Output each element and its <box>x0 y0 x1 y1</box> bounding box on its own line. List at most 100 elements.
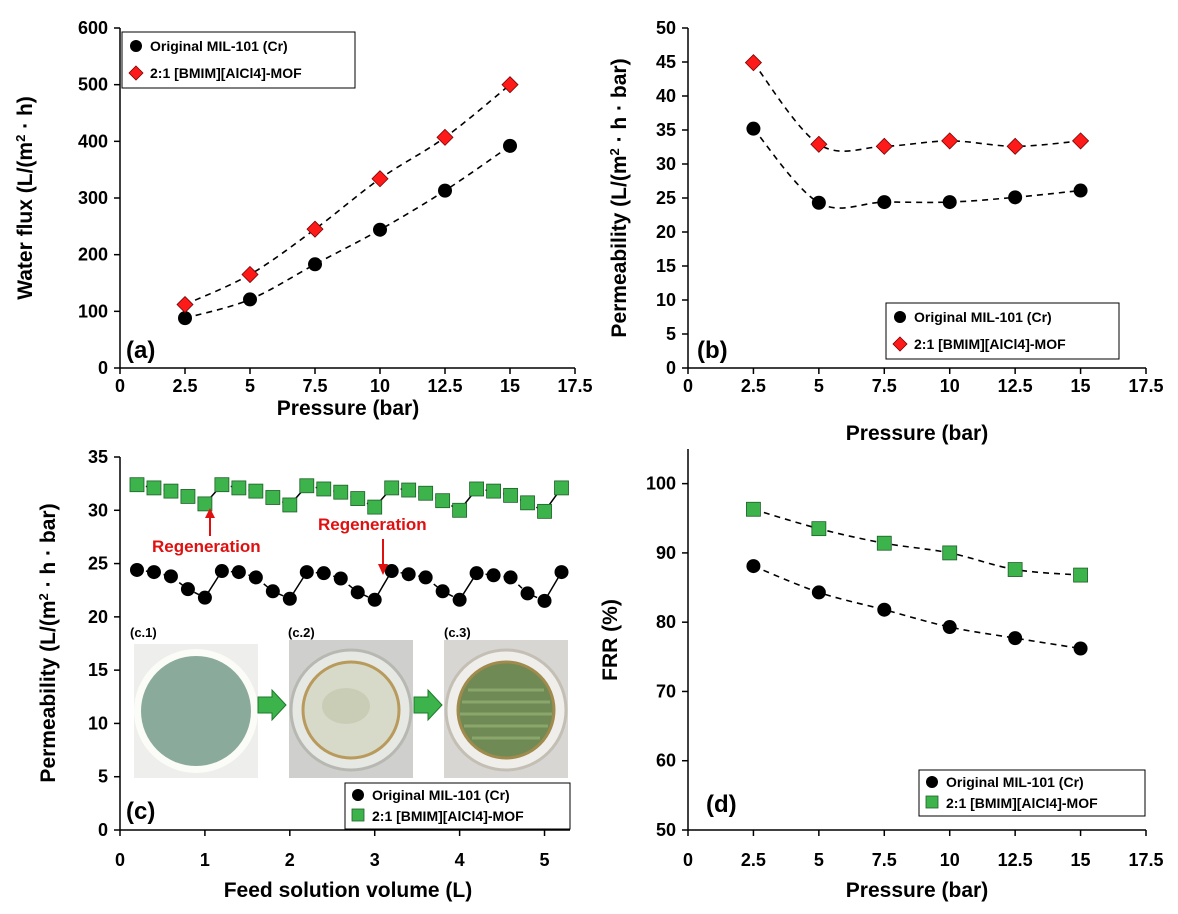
data-point-ionic <box>941 132 959 150</box>
y-tick-label: 0 <box>98 358 108 378</box>
data-point-ionic <box>469 481 485 497</box>
x-tick-label: 4 <box>455 850 465 870</box>
data-point-original <box>401 567 416 582</box>
y-tick-label: 100 <box>646 474 676 494</box>
x-tick-label: 0 <box>115 850 125 870</box>
data-point-ionic <box>350 491 366 506</box>
panel-b-label: (b) <box>697 337 728 364</box>
data-point-original <box>877 195 892 210</box>
panel-a-marks: 0 2.5 5 7.5 10 12.5 15 17.5 0 100 200 300 400 500 600 <box>78 18 593 396</box>
photo-label-c2: (c.2) <box>288 625 315 640</box>
x-tick-label: 10 <box>940 850 960 870</box>
x-tick-label: 5 <box>540 850 550 870</box>
panel-d-legend: Original MIL-101 (Cr) 2:1 [BMIM][AlCl4]-… <box>918 769 1146 817</box>
panel-b-x-label: Pressure (bar) <box>846 422 988 445</box>
series-line-original <box>184 145 511 319</box>
x-tick-label: 0 <box>683 376 693 396</box>
data-point-ionic <box>248 483 264 499</box>
data-point-original <box>282 591 297 606</box>
data-point-original <box>243 292 257 307</box>
membrane-stripes <box>460 688 552 740</box>
legend-label-original: Original MIL-101 (Cr) <box>914 309 1052 325</box>
x-tick-label: 5 <box>814 850 824 870</box>
data-point-ionic <box>436 128 454 146</box>
panel-c-label: (c) <box>126 798 155 825</box>
x-tick-label: 1 <box>200 850 210 870</box>
panel-a-legend: Original MIL-101 (Cr) 2:1 [BMIM][AlCl4]-… <box>121 31 356 89</box>
legend-diamond-marker <box>892 336 908 352</box>
panel-b-marks: 0 2.5 5 7.5 10 12.5 15 17.5 0 5 10 15 20 25 30 35 40 45 50 <box>656 18 1164 396</box>
panel-c: (c.1) (c.2) (c.3) 0 1 2 3 4 5 0 5 10 15 20 25 30 35 F… <box>36 447 571 902</box>
data-point-ionic <box>746 501 761 517</box>
y-tick-label: 100 <box>78 301 108 321</box>
membrane-photo-c2 <box>289 640 413 778</box>
y-tick-label: 30 <box>88 500 108 520</box>
data-point-original <box>537 593 552 608</box>
data-point-ionic <box>371 170 389 188</box>
y-tick-label: 5 <box>98 767 108 787</box>
data-point-original <box>811 585 826 600</box>
y-tick-label: 5 <box>666 324 676 344</box>
data-point-ionic <box>942 545 958 561</box>
data-point-ionic <box>176 295 194 314</box>
y-tick-label: 50 <box>656 18 676 38</box>
x-tick-label: 2 <box>285 850 295 870</box>
data-point-original <box>503 138 517 153</box>
arrow-up-icon <box>205 508 215 518</box>
legend-box <box>918 769 1146 817</box>
y-tick-label: 20 <box>88 607 108 627</box>
y-tick-label: 400 <box>78 131 108 151</box>
data-point-original <box>746 559 761 574</box>
data-point-ionic <box>418 485 434 501</box>
data-point-original <box>308 257 322 272</box>
x-tick-label: 12.5 <box>998 850 1033 870</box>
membrane-surface <box>456 660 556 760</box>
panel-d-x-label: Pressure (bar) <box>846 879 988 902</box>
data-point-ionic <box>503 487 518 503</box>
legend-diamond-marker <box>128 65 144 81</box>
data-point-ionic <box>401 482 417 498</box>
data-point-original <box>942 195 957 210</box>
y-tick-label: 0 <box>98 820 108 840</box>
data-point-ionic <box>163 483 179 499</box>
x-tick-label: 7.5 <box>302 376 327 396</box>
y-tick-label: 45 <box>656 52 676 72</box>
data-point-original <box>373 222 387 237</box>
data-point-original <box>265 584 280 599</box>
legend-label-ionic: 2:1 [BMIM][AlCl4]-MOF <box>372 808 524 824</box>
x-tick-label: 15 <box>500 376 520 396</box>
data-point-ionic <box>554 480 569 496</box>
data-point-original <box>1073 641 1088 656</box>
x-tick-label: 17.5 <box>1128 850 1163 870</box>
data-point-original <box>248 570 263 585</box>
panel-d: 0 2.5 5 7.5 10 12.5 15 17.5 50 60 70 80 90 100 Pressu… <box>599 449 1164 902</box>
data-point-original <box>520 586 535 601</box>
data-point-ionic <box>1072 132 1090 150</box>
x-tick-label: 0 <box>115 376 125 396</box>
data-point-ionic <box>811 521 827 537</box>
y-tick-label: 25 <box>656 188 676 208</box>
data-point-ionic <box>452 502 468 518</box>
legend-label-original: Original MIL-101 (Cr) <box>150 38 288 54</box>
series-line-ionic <box>753 508 1081 576</box>
data-point-original <box>180 582 195 597</box>
data-point-original <box>163 569 178 584</box>
data-point-ionic <box>197 496 213 512</box>
data-point-ionic <box>299 478 315 494</box>
photo-label-c3: (c.3) <box>444 625 471 640</box>
x-tick-label: 7.5 <box>872 850 897 870</box>
photo-label-c1: (c.1) <box>130 625 157 640</box>
y-tick-label: 50 <box>656 820 676 840</box>
x-tick-label: 2.5 <box>741 376 766 396</box>
data-point-ionic <box>265 490 281 505</box>
y-tick-label: 80 <box>656 612 676 632</box>
arrow-down-icon <box>378 564 388 575</box>
y-tick-label: 10 <box>656 290 676 310</box>
legend-circle-marker <box>352 789 364 801</box>
y-tick-label: 600 <box>78 18 108 38</box>
data-point-ionic <box>333 484 349 500</box>
data-point-original <box>811 195 826 210</box>
panel-b: 0 2.5 5 7.5 10 12.5 15 17.5 0 5 10 15 20 25 30 35 40 45 50… <box>607 18 1164 445</box>
arrow-right-icon <box>257 688 287 722</box>
